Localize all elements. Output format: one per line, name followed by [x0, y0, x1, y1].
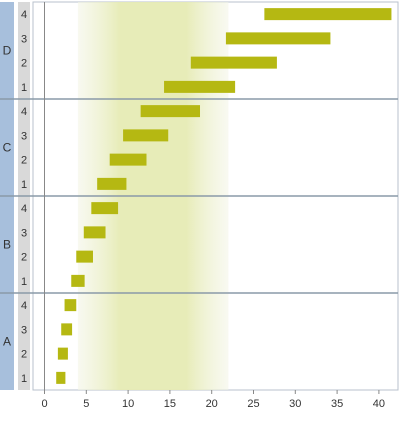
x-tick-label-15: 15 [164, 398, 176, 410]
group-label-D: D [3, 44, 12, 58]
bar-C-3 [123, 129, 169, 142]
group-label-A: A [3, 335, 11, 349]
subgroup-label-A-2: 2 [21, 349, 27, 361]
bar-C-2 [109, 153, 147, 166]
x-tick-label-25: 25 [247, 398, 259, 410]
group-label-C: C [3, 141, 12, 155]
subgroup-label-C-2: 2 [21, 155, 27, 167]
bar-D-1 [164, 80, 236, 93]
bar-B-2 [76, 250, 93, 263]
bar-A-2 [57, 347, 68, 360]
subgroup-label-D-3: 3 [21, 33, 27, 45]
subgroup-label-A-4: 4 [21, 300, 27, 312]
subgroup-label-C-4: 4 [21, 106, 27, 118]
group-label-B: B [3, 238, 11, 252]
subgroup-label-B-4: 4 [21, 203, 27, 215]
x-tick-label-10: 10 [122, 398, 134, 410]
x-tick-label-5: 5 [83, 398, 89, 410]
bar-D-4 [264, 8, 392, 21]
subgroup-label-B-3: 3 [21, 227, 27, 239]
x-tick-label-30: 30 [289, 398, 301, 410]
x-tick-label-40: 40 [373, 398, 385, 410]
subgroup-label-B-2: 2 [21, 252, 27, 264]
x-tick-label-35: 35 [331, 398, 343, 410]
subgroup-label-C-1: 1 [21, 179, 27, 191]
x-tick-label-20: 20 [206, 398, 218, 410]
subgroup-label-A-3: 3 [21, 324, 27, 336]
subgroup-label-C-3: 3 [21, 130, 27, 142]
bar-D-3 [225, 32, 331, 45]
bar-B-4 [91, 202, 119, 215]
bar-C-4 [140, 105, 200, 118]
subgroup-label-D-2: 2 [21, 58, 27, 70]
bar-A-1 [56, 371, 66, 384]
bar-C-1 [97, 177, 127, 190]
subgroup-label-D-1: 1 [21, 82, 27, 94]
subgroup-label-D-4: 4 [21, 9, 27, 21]
bar-A-3 [61, 323, 73, 336]
bar-D-2 [190, 56, 277, 69]
subgroup-label-A-1: 1 [21, 373, 27, 385]
x-tick-label-0: 0 [41, 398, 47, 410]
bar-B-1 [71, 274, 85, 287]
subgroup-label-B-1: 1 [21, 276, 27, 288]
bar-A-4 [64, 299, 77, 312]
bar-B-3 [83, 226, 106, 239]
